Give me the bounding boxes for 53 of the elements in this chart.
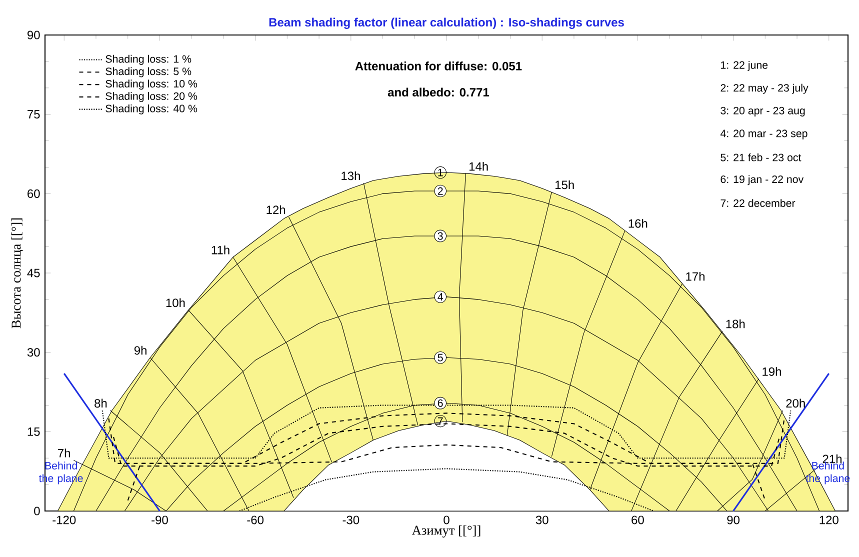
legend-label: Shading loss: 5 % bbox=[106, 67, 192, 78]
series-label: 16h bbox=[628, 218, 648, 228]
series-label: 10h bbox=[166, 298, 185, 308]
legend-label: Shading loss: 10 % bbox=[106, 80, 198, 90]
y-tick-label: 30 bbox=[27, 348, 40, 357]
legend-label: 14h bbox=[469, 162, 488, 171]
series-label: 18h bbox=[726, 319, 745, 328]
series-label: 6 bbox=[438, 399, 443, 407]
x-tick-label: 0 bbox=[444, 516, 450, 524]
y-tick-label: 45 bbox=[27, 268, 40, 278]
annotation: 1: 22 june bbox=[721, 60, 768, 71]
annotation: Attenuation for diffuse: 0.051 bbox=[355, 62, 522, 70]
series-label: 21h bbox=[822, 454, 842, 464]
y-tick-label: 90 bbox=[28, 30, 40, 40]
series-label: 2 bbox=[438, 187, 443, 195]
series-label: 12h bbox=[266, 205, 286, 214]
series-label: 17h bbox=[686, 272, 704, 281]
x-tick-label: 90 bbox=[727, 516, 740, 524]
x-tick-label: -30 bbox=[342, 516, 360, 524]
series-label: 15h bbox=[556, 180, 574, 190]
series-label: 7h bbox=[58, 448, 70, 458]
annotation: 2: 22 may - 23 july bbox=[720, 84, 808, 94]
legend-label: Shading loss: 40 % bbox=[106, 104, 198, 114]
x-tick-label: -90 bbox=[152, 516, 168, 524]
series-label: 3 bbox=[438, 232, 443, 240]
legend-label: Shading loss: 20 % bbox=[106, 92, 198, 102]
series-label: 20h bbox=[786, 398, 805, 408]
annotation: 3: 20 apr - 23 aug bbox=[720, 106, 805, 116]
x-tick-label: 30 bbox=[536, 516, 548, 524]
chart-title: Beam shading factor (linear calculation) : Iso-shadings curves bbox=[269, 18, 624, 29]
annotation: 4: 20 mar - 23 sep bbox=[720, 130, 808, 140]
x-tick-label: -60 bbox=[247, 516, 264, 524]
series-label: 9h bbox=[134, 346, 146, 355]
y-tick-label: 75 bbox=[28, 110, 40, 119]
series-label: 5 bbox=[438, 354, 443, 362]
x-axis-title: Азимут [[°]] bbox=[412, 525, 480, 538]
series-label: 8h bbox=[94, 398, 107, 408]
y-axis-title: Высота солнца [[°]] bbox=[11, 218, 24, 328]
annotation: 6: 19 jan - 22 nov bbox=[720, 175, 804, 186]
annotation: 7: 22 december bbox=[720, 199, 796, 207]
series-label: 11h bbox=[212, 246, 230, 254]
y-tick-label: 60 bbox=[28, 189, 40, 198]
series-label: 13h bbox=[342, 171, 360, 180]
y-tick-label: 0 bbox=[34, 506, 40, 516]
series-label: 4 bbox=[438, 293, 444, 300]
series-label: 19h bbox=[762, 367, 781, 376]
annotation: 5: 21 feb - 23 oct bbox=[720, 153, 802, 162]
x-tick-label: 60 bbox=[632, 516, 644, 524]
annotation: and albedo: 0.771 bbox=[388, 88, 490, 97]
x-tick-label: -120 bbox=[52, 516, 76, 524]
y-tick-label: 15 bbox=[28, 427, 40, 436]
x-tick-label: 120 bbox=[820, 516, 838, 524]
legend-label: Shading loss: 1 % bbox=[106, 54, 192, 65]
